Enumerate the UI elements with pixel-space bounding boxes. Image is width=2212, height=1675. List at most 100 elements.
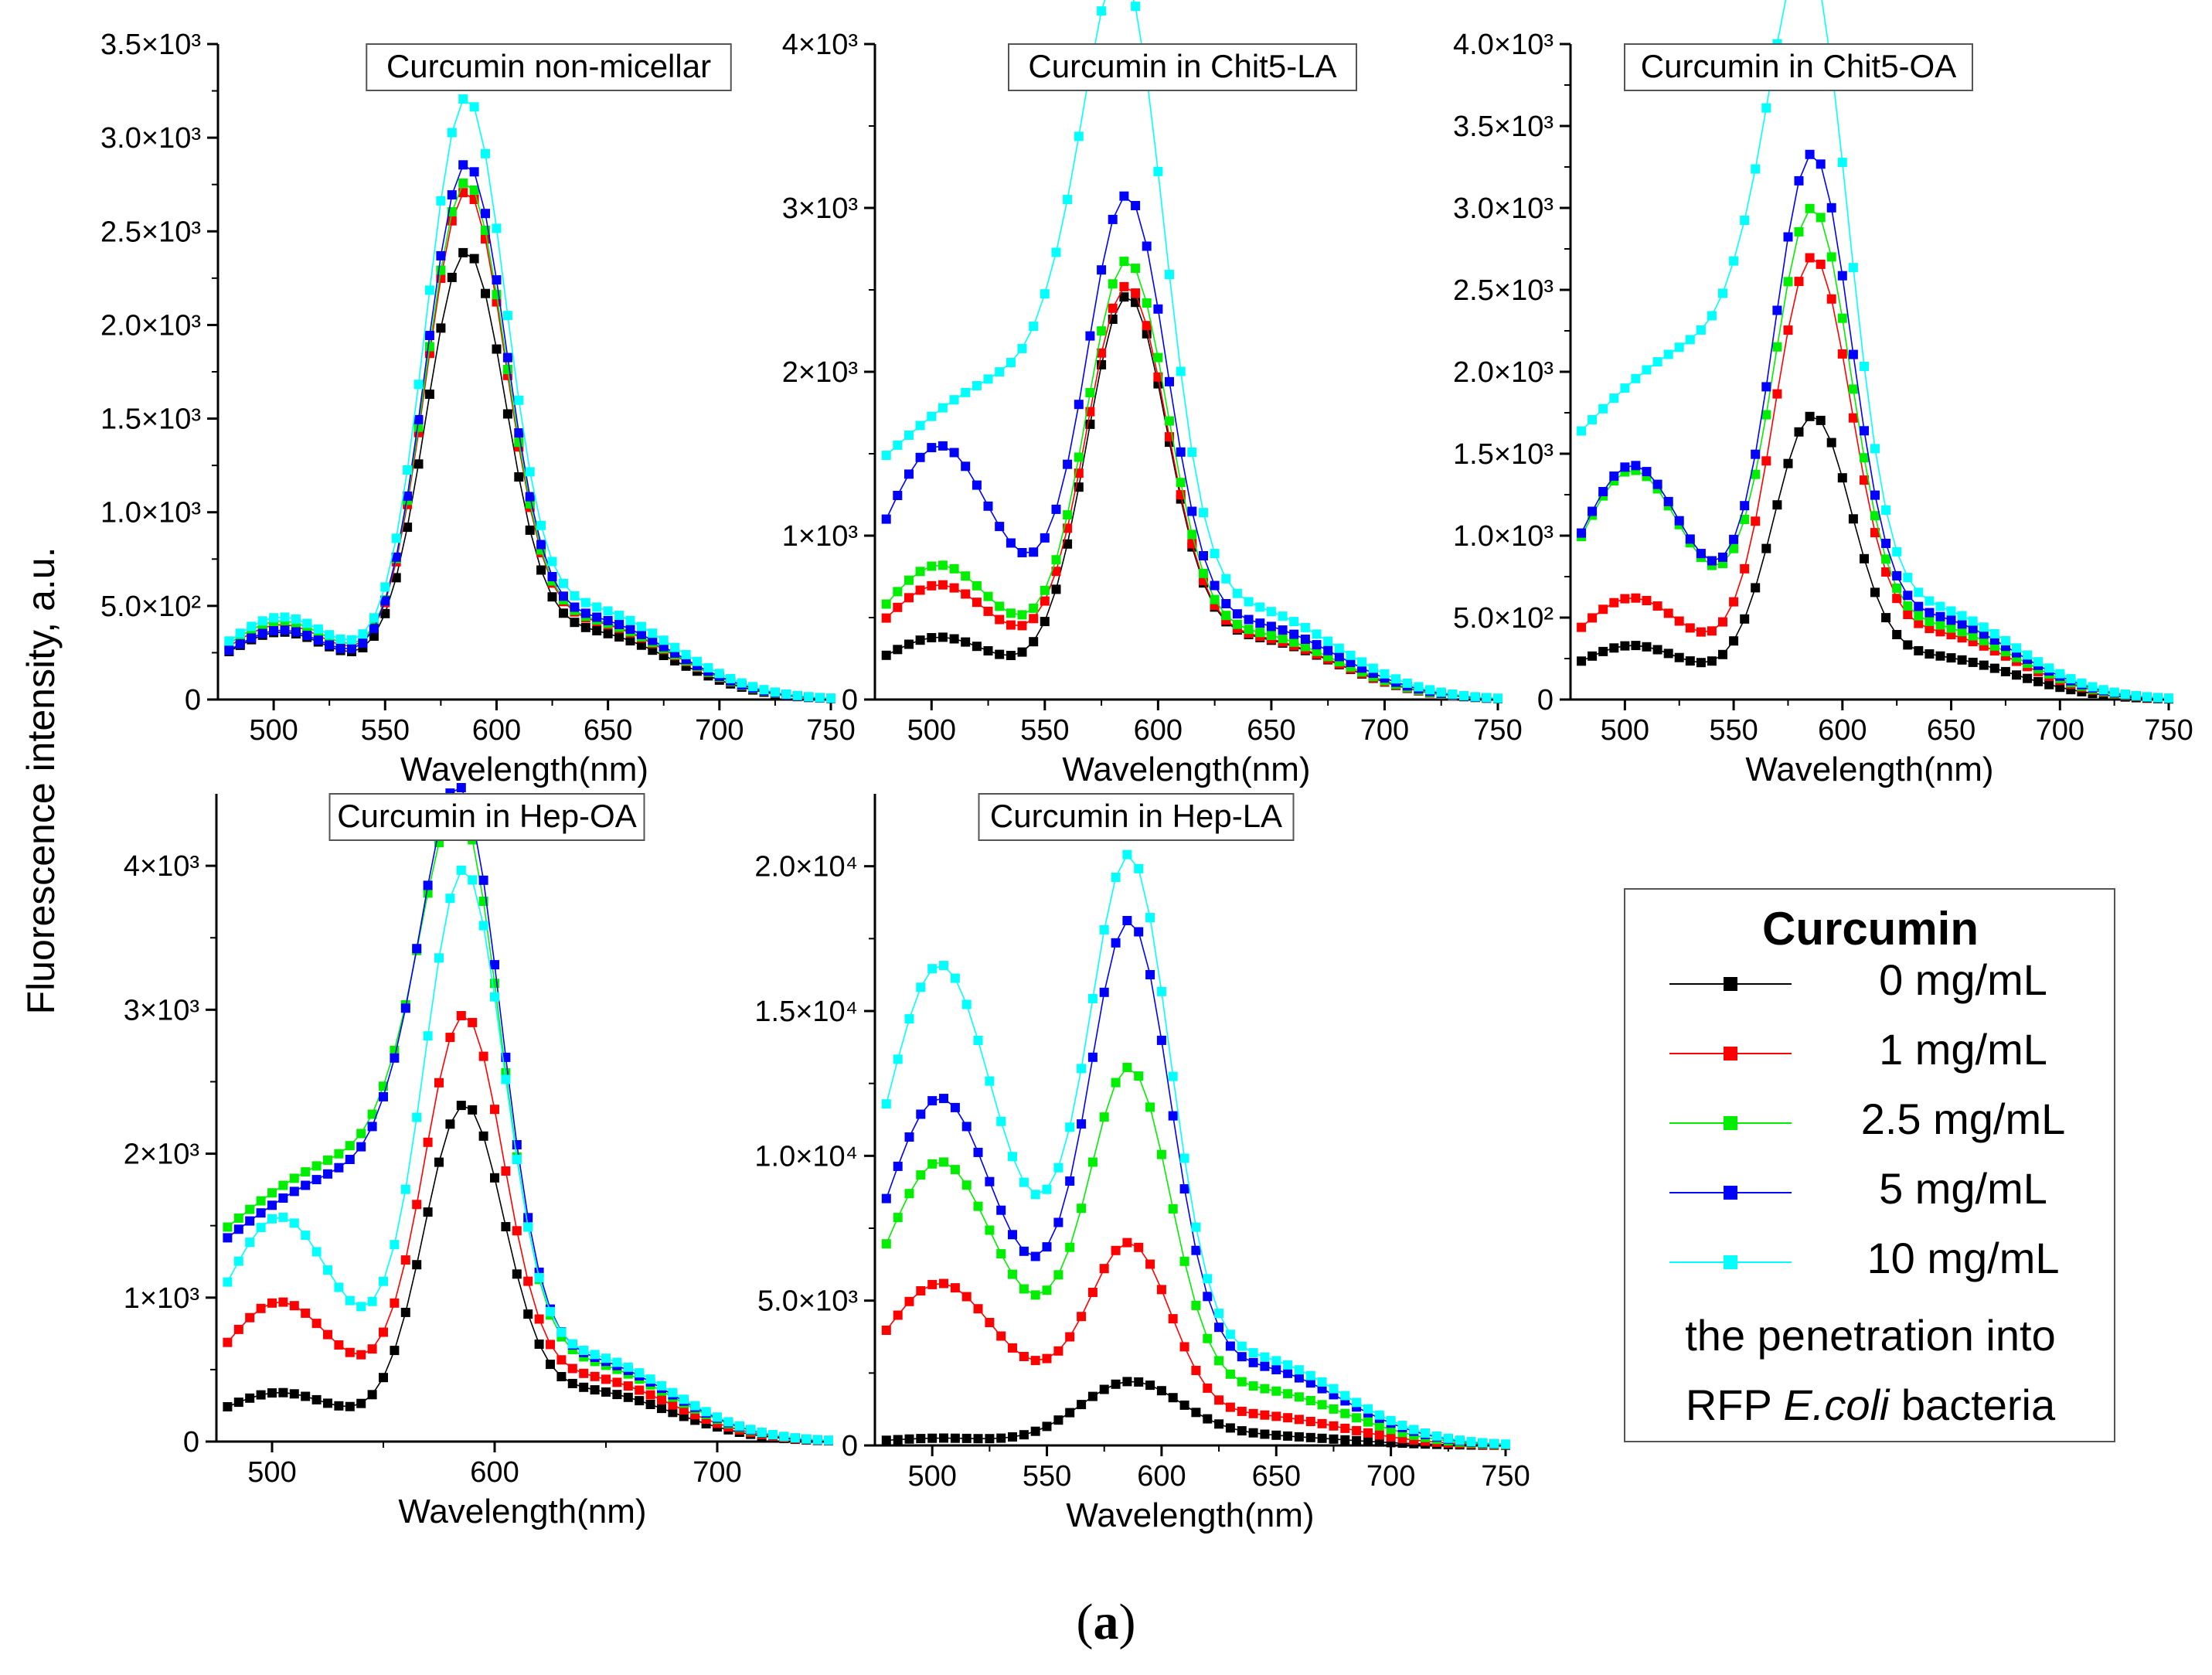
y-tick-label: 0 bbox=[842, 1430, 858, 1462]
data-point bbox=[703, 662, 713, 672]
data-point bbox=[1131, 288, 1141, 298]
data-point bbox=[881, 1435, 891, 1445]
data-point bbox=[1042, 1242, 1052, 1252]
data-point bbox=[1179, 1342, 1189, 1352]
data-point bbox=[904, 575, 914, 585]
data-point bbox=[1305, 1378, 1315, 1388]
data-point bbox=[523, 1276, 533, 1286]
data-point bbox=[1914, 587, 1924, 597]
data-point bbox=[379, 1276, 388, 1286]
data-point bbox=[1946, 606, 1956, 616]
data-point bbox=[490, 1105, 499, 1115]
data-point bbox=[301, 1308, 311, 1318]
data-point bbox=[1040, 596, 1050, 606]
data-point bbox=[961, 387, 971, 397]
data-point bbox=[501, 1074, 511, 1084]
data-point bbox=[812, 1435, 822, 1445]
data-point bbox=[1074, 131, 1084, 141]
data-point bbox=[223, 1402, 233, 1411]
data-point bbox=[2044, 679, 2054, 689]
data-point bbox=[512, 1140, 522, 1149]
data-point bbox=[280, 625, 290, 635]
data-point bbox=[1826, 437, 1836, 448]
data-point bbox=[1577, 622, 1587, 632]
data-point bbox=[996, 1205, 1006, 1215]
data-point bbox=[1881, 613, 1891, 623]
data-point bbox=[1006, 651, 1016, 660]
data-point bbox=[681, 649, 691, 659]
data-point bbox=[380, 596, 390, 606]
data-point bbox=[1029, 547, 1039, 557]
data-point bbox=[1053, 1217, 1063, 1227]
data-point bbox=[502, 409, 512, 419]
data-point bbox=[567, 1378, 577, 1388]
data-point bbox=[601, 1374, 611, 1384]
data-point bbox=[1042, 1285, 1052, 1295]
data-point bbox=[670, 642, 680, 652]
data-point bbox=[1053, 1346, 1063, 1356]
data-point bbox=[645, 1400, 655, 1409]
legend-label: 0 mg/mL bbox=[1879, 955, 2047, 1004]
data-point bbox=[311, 1175, 322, 1185]
data-point bbox=[985, 1434, 995, 1444]
data-point bbox=[1588, 651, 1598, 661]
data-point bbox=[1685, 623, 1695, 633]
legend-note-ecoli: E.coli bbox=[1783, 1381, 1890, 1429]
data-point bbox=[1063, 510, 1073, 520]
data-point bbox=[1134, 1071, 1144, 1081]
data-point bbox=[657, 1404, 666, 1414]
data-point bbox=[1620, 641, 1630, 651]
data-point bbox=[1707, 556, 1717, 566]
series-line bbox=[886, 1066, 1506, 1445]
data-point bbox=[1352, 1435, 1362, 1445]
data-point bbox=[1860, 362, 1869, 371]
data-point bbox=[927, 633, 937, 642]
data-point bbox=[423, 1137, 433, 1147]
x-axis-title: Wavelength(nm) bbox=[1745, 751, 1993, 788]
data-point bbox=[1761, 456, 1771, 466]
data-point bbox=[1168, 1314, 1178, 1324]
data-point bbox=[1642, 642, 1652, 652]
data-point bbox=[1203, 1274, 1213, 1284]
data-point bbox=[1826, 203, 1836, 213]
data-point bbox=[1042, 1421, 1052, 1432]
series-line bbox=[1581, 207, 2169, 700]
data-point bbox=[379, 1091, 388, 1101]
data-point bbox=[1696, 627, 1706, 637]
data-point bbox=[757, 1428, 767, 1437]
data-point bbox=[223, 1337, 233, 1347]
data-point bbox=[1260, 1352, 1270, 1362]
data-point bbox=[636, 621, 646, 632]
caption-close-paren: ) bbox=[1119, 1594, 1136, 1650]
data-point bbox=[1718, 288, 1727, 298]
data-point bbox=[635, 1368, 645, 1378]
data-point bbox=[1837, 473, 1847, 483]
data-point bbox=[1271, 1430, 1281, 1440]
data-point bbox=[1329, 1434, 1339, 1444]
data-point bbox=[1225, 1402, 1235, 1412]
data-point bbox=[233, 1398, 243, 1408]
data-point bbox=[233, 1324, 243, 1334]
data-point bbox=[950, 1165, 960, 1175]
data-point bbox=[1187, 506, 1197, 516]
data-point bbox=[1111, 1245, 1121, 1255]
data-point bbox=[546, 1306, 555, 1316]
data-point bbox=[983, 501, 993, 511]
data-point bbox=[267, 1214, 277, 1224]
data-point bbox=[1421, 1428, 1431, 1438]
data-point bbox=[904, 1014, 914, 1024]
data-point bbox=[1176, 366, 1186, 376]
data-point bbox=[779, 1432, 789, 1442]
data-point bbox=[1153, 372, 1163, 382]
data-point bbox=[1989, 663, 1999, 673]
data-point bbox=[423, 1207, 433, 1217]
data-point bbox=[1111, 938, 1121, 948]
data-point bbox=[1191, 1300, 1201, 1310]
caption-letter: a bbox=[1094, 1594, 1119, 1650]
y-tick-label: 1.5×10⁴ bbox=[754, 996, 858, 1028]
data-point bbox=[1210, 594, 1220, 604]
data-point bbox=[492, 290, 502, 300]
data-point bbox=[1783, 232, 1793, 242]
data-point bbox=[1244, 625, 1254, 635]
data-point bbox=[391, 573, 401, 583]
